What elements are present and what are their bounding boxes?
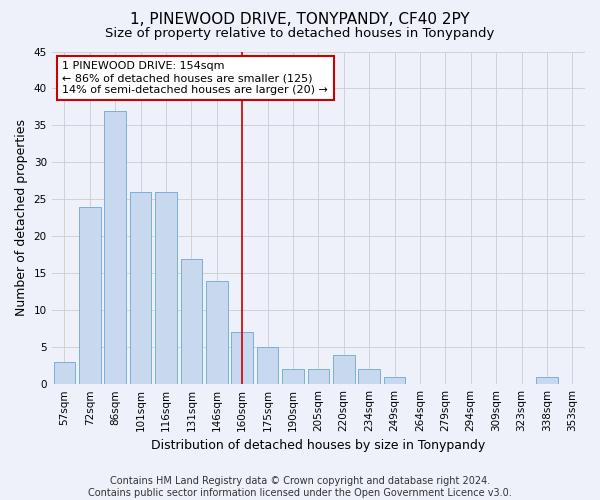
Bar	[308, 370, 329, 384]
Bar	[130, 192, 151, 384]
Text: Contains HM Land Registry data © Crown copyright and database right 2024.
Contai: Contains HM Land Registry data © Crown c…	[88, 476, 512, 498]
Bar	[79, 207, 101, 384]
Text: 1, PINEWOOD DRIVE, TONYPANDY, CF40 2PY: 1, PINEWOOD DRIVE, TONYPANDY, CF40 2PY	[130, 12, 470, 28]
X-axis label: Distribution of detached houses by size in Tonypandy: Distribution of detached houses by size …	[151, 440, 485, 452]
Bar	[333, 354, 355, 384]
Bar	[232, 332, 253, 384]
Bar	[536, 377, 557, 384]
Bar	[206, 280, 227, 384]
Bar	[155, 192, 177, 384]
Bar	[104, 110, 126, 384]
Y-axis label: Number of detached properties: Number of detached properties	[15, 120, 28, 316]
Text: 1 PINEWOOD DRIVE: 154sqm
← 86% of detached houses are smaller (125)
14% of semi-: 1 PINEWOOD DRIVE: 154sqm ← 86% of detach…	[62, 62, 328, 94]
Bar	[53, 362, 75, 384]
Bar	[358, 370, 380, 384]
Bar	[282, 370, 304, 384]
Bar	[181, 258, 202, 384]
Bar	[257, 347, 278, 384]
Bar	[384, 377, 406, 384]
Text: Size of property relative to detached houses in Tonypandy: Size of property relative to detached ho…	[106, 28, 494, 40]
